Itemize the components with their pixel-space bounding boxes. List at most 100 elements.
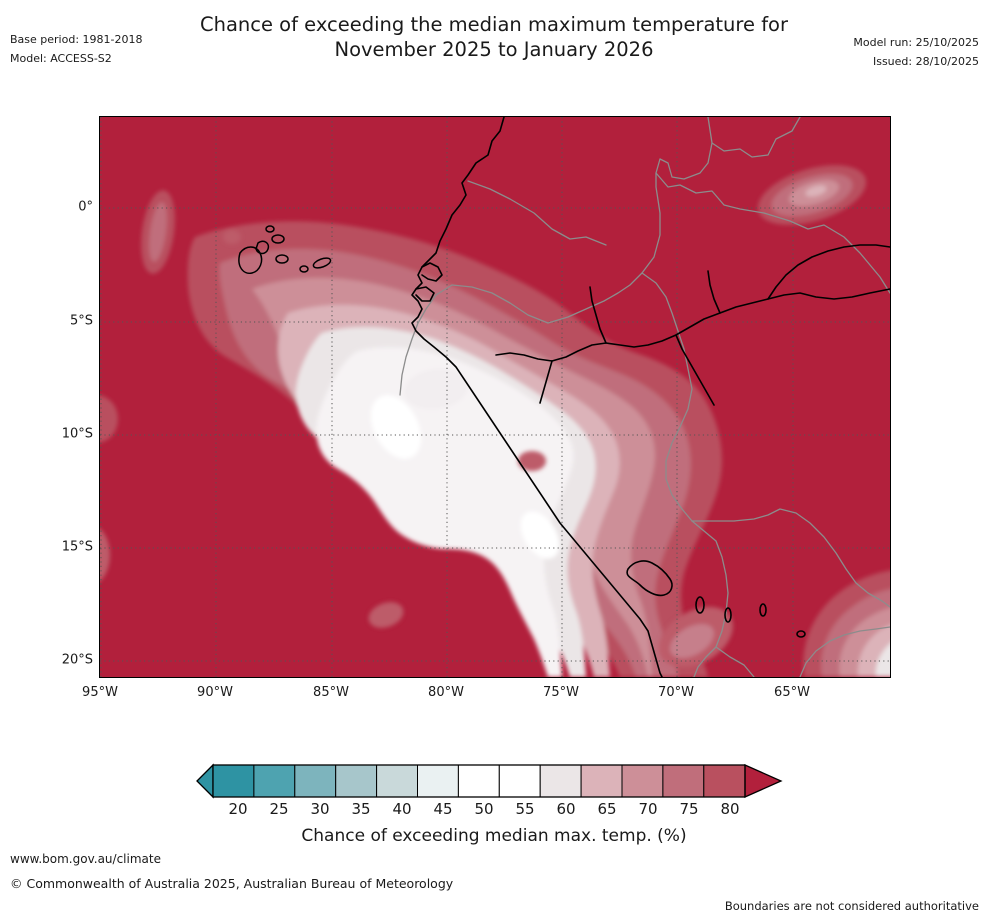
x-tick-label-4: 75°W — [543, 685, 579, 700]
colorbar-seg-12 — [703, 764, 746, 798]
colorbar-tick-5: 45 — [433, 800, 453, 818]
base-period-label: Base period: 1981-2018 — [10, 33, 143, 46]
colorbar-tick-2: 30 — [310, 800, 330, 818]
island-fernandina — [255, 240, 270, 255]
country-borders — [399, 117, 890, 677]
colorbar-tick-1: 25 — [269, 800, 289, 818]
title-line-2: November 2025 to January 2026 — [334, 38, 654, 61]
contour-patch-nw-small — [223, 230, 241, 244]
lake-titicaca — [626, 560, 673, 597]
contour-band-group-se-corner — [803, 570, 890, 677]
river-tributary-c — [539, 360, 553, 404]
contour-core-white-a — [370, 395, 422, 459]
colorbar-outline — [212, 764, 746, 798]
colorbar-svg — [196, 763, 783, 799]
border-peru-chile — [693, 646, 717, 677]
colorbar-seg-0 — [212, 764, 255, 798]
island-isabela — [238, 246, 263, 275]
river-tributary-north — [767, 244, 890, 300]
colorbar-tick-3: 35 — [351, 800, 371, 818]
y-tick-label-1: 5°S — [69, 313, 93, 329]
border-bolivia-south — [715, 646, 755, 677]
x-tick-label-0: 95°W — [82, 685, 118, 700]
footer-website[interactable]: www.bom.gov.au/climate — [10, 852, 161, 866]
footer-disclaimer: Boundaries are not considered authoritat… — [724, 899, 979, 913]
border-venezuela-brazil — [655, 158, 791, 222]
contour-band-group-altiplano — [368, 451, 733, 668]
colorbar-extend-high — [744, 763, 783, 799]
colorbar-tick-11: 75 — [679, 800, 699, 818]
y-tick-label-4: 20°S — [61, 652, 93, 668]
header-right-metadata: Model run: 25/10/2025 Issued: 28/10/2025 — [853, 33, 979, 71]
contour-band-group-pacific — [187, 221, 722, 677]
colorbar-tick-12: 80 — [720, 800, 740, 818]
border-colombia-ecuador — [467, 180, 607, 246]
coastlines — [238, 117, 890, 677]
border-bolivia-brazil — [691, 508, 890, 608]
colorbar-seg-5 — [417, 764, 459, 798]
island-santiago — [271, 234, 285, 244]
x-tick-label-6: 65°W — [774, 685, 810, 700]
colorbar-seg-3 — [335, 764, 378, 798]
coastline-ecuador-bulge — [421, 262, 443, 282]
colorbar-tick-0: 20 — [228, 800, 248, 818]
island-floreana — [299, 265, 309, 273]
page-title: Chance of exceeding the median maximum t… — [0, 12, 988, 62]
salar-b — [724, 607, 732, 623]
colorbar-seg-1 — [253, 764, 296, 798]
map-plot-area[interactable] — [99, 116, 891, 678]
island-pinta — [265, 225, 275, 233]
x-tick-label-1: 90°W — [197, 685, 233, 700]
salar-a — [695, 596, 705, 614]
colorbar-tick-10: 70 — [638, 800, 658, 818]
contour-core-white-b — [520, 511, 560, 559]
border-peru-brazil — [641, 272, 693, 522]
colorbar-seg-10 — [621, 764, 664, 798]
colorbar-axis-label: Chance of exceeding median max. temp. (%… — [301, 826, 687, 846]
river-tributary-a — [675, 334, 715, 406]
contour-patch-west-edge-2 — [100, 529, 110, 581]
border-bolivia-paraguay — [799, 626, 890, 677]
border-ecuador-coast-inland — [399, 284, 453, 396]
contour-band-group-west-edge — [100, 395, 118, 581]
colorbar-seg-7 — [498, 764, 541, 798]
colorbar-tick-9: 65 — [597, 800, 617, 818]
model-run-label: Model run: 25/10/2025 — [853, 36, 979, 49]
river-tributary-b — [707, 270, 721, 314]
colorbar-seg-4 — [376, 764, 419, 798]
border-ecuador-peru-north — [451, 172, 661, 324]
y-tick-label-0: 0° — [78, 199, 93, 215]
colorbar-seg-11 — [662, 764, 705, 798]
colorbar-seg-6 — [457, 764, 500, 798]
x-tick-label-5: 70°W — [658, 685, 694, 700]
coastline-pacific-south-america — [411, 117, 663, 677]
contour-band-group-north-brazil — [757, 165, 867, 225]
salar-d — [796, 630, 806, 638]
map-graticule — [100, 117, 890, 677]
contour-patch-west-edge — [100, 395, 118, 443]
contour-patch-nw-inner — [149, 202, 167, 262]
contour-se-55 — [875, 643, 890, 677]
contour-core-white-c — [404, 368, 468, 410]
issued-label: Issued: 28/10/2025 — [872, 55, 979, 68]
coastline-guayaquil-gulf — [415, 286, 435, 302]
probability-map — [100, 117, 890, 677]
contour-small-patch-a — [518, 451, 546, 471]
colorbar-seg-9 — [580, 764, 623, 798]
colorbar-seg-2 — [294, 764, 337, 798]
contour-band-group-nw-islands — [141, 190, 241, 274]
island-santa-cruz — [275, 254, 289, 264]
x-tick-label-2: 85°W — [313, 685, 349, 700]
header-left-metadata: Base period: 1981-2018 Model: ACCESS-S2 — [10, 30, 142, 68]
colorbar-tick-4: 40 — [392, 800, 412, 818]
border-guyana-brazil — [789, 220, 890, 294]
x-tick-label-3: 80°W — [428, 685, 464, 700]
island-san-cristobal — [312, 257, 332, 269]
salar-c — [759, 603, 767, 617]
colorbar-extend-low — [196, 763, 214, 799]
colorbar-seg-8 — [539, 764, 582, 798]
colorbar[interactable] — [190, 762, 790, 806]
colorbar-tick-7: 55 — [515, 800, 535, 818]
colorbar-segments — [212, 764, 746, 798]
contour-small-patch-b — [368, 602, 404, 628]
